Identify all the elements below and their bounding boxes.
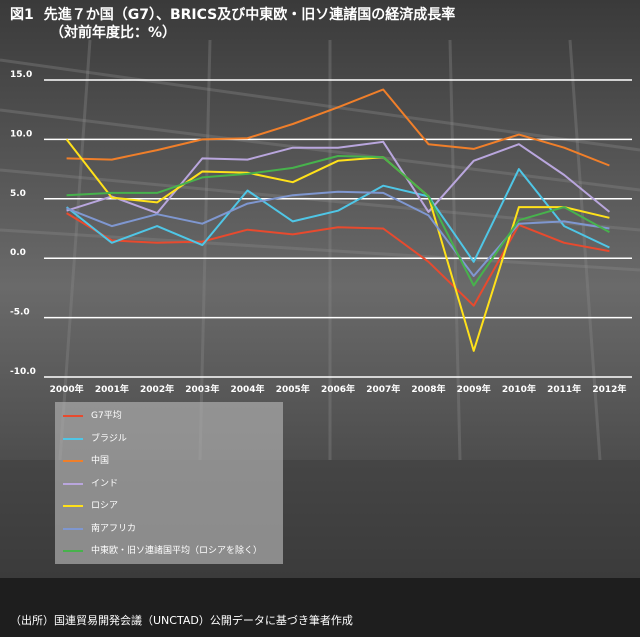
title-text: 先進７か国（G7）、BRICS及び中東欧・旧ソ連諸国の経済成長率 — [43, 7, 456, 23]
legend-item: 中東欧・旧ソ連諸国平均（ロシアを除く） — [55, 541, 283, 561]
legend-swatch — [63, 437, 83, 440]
series-line-6 — [66, 155, 610, 287]
series-line-1 — [65, 168, 610, 263]
legend-swatch — [63, 415, 83, 417]
y-tick-label: 10.0 — [10, 129, 32, 139]
legend-label: 南アフリカ — [91, 523, 137, 534]
y-tick-label: -10.0 — [10, 367, 36, 377]
legend: G7平均ブラジル中国インドロシア南アフリカ中東欧・旧ソ連諸国平均（ロシアを除く） — [55, 402, 283, 564]
series-line-0 — [66, 212, 610, 307]
y-tick-label: 15.0 — [10, 70, 32, 80]
legend-item: 中国 — [55, 451, 283, 471]
figure-number: 図1 — [10, 7, 34, 23]
x-tick-label: 2011年 — [547, 383, 581, 395]
x-axis-ticks: 2000年 2001年 2002年 2003年 2004年 2005年 2006年 2007年… — [50, 383, 627, 395]
x-tick-label: 2002年 — [140, 383, 174, 395]
legend-label: 中東欧・旧ソ連諸国平均（ロシアを除く） — [91, 546, 263, 556]
series-line-2 — [66, 88, 610, 167]
x-tick-label: 2003年 — [185, 383, 219, 395]
x-tick-label: 2005年 — [276, 383, 310, 395]
legend-swatch — [63, 460, 83, 462]
x-tick-label: 2006年 — [321, 383, 355, 395]
legend-swatch — [63, 482, 83, 485]
y-tick-label: -5.0 — [10, 308, 30, 318]
series-lines — [65, 88, 611, 352]
x-tick-label: 2007年 — [366, 383, 400, 395]
x-tick-label: 2000年 — [50, 383, 84, 395]
legend-label: インド — [91, 478, 119, 489]
source-note: （出所）国連貿易開発会議（UNCTAD）公開データに基づき筆者作成 — [10, 614, 353, 627]
legend-item: ロシア — [55, 496, 283, 516]
legend-swatch — [63, 505, 83, 507]
x-tick-label: 2004年 — [231, 383, 265, 395]
series-line-5 — [66, 190, 610, 277]
legend-swatch — [63, 527, 83, 530]
series-line-3 — [66, 140, 611, 215]
legend-label: ロシア — [91, 501, 119, 511]
y-tick-label: 0.0 — [10, 248, 26, 258]
x-tick-label: 2009年 — [457, 383, 491, 395]
legend-label: ブラジル — [91, 433, 127, 444]
chart-subtitle: （対前年度比：%） — [50, 25, 177, 41]
series-line-4 — [65, 138, 610, 352]
gridlines — [44, 79, 632, 378]
x-tick-label: 2008年 — [411, 383, 445, 395]
chart-title: 図1 先進７か国（G7）、BRICS及び中東欧・旧ソ連諸国の経済成長率 （対前年度… — [10, 6, 630, 42]
x-tick-label: 2012年 — [592, 383, 626, 395]
legend-item: 南アフリカ — [55, 519, 283, 539]
legend-label: 中国 — [91, 456, 110, 466]
legend-item: インド — [55, 474, 283, 494]
y-tick-label: 5.0 — [10, 189, 26, 199]
x-tick-label: 2001年 — [95, 383, 129, 395]
legend-item: ブラジル — [55, 429, 283, 449]
legend-label: G7平均 — [91, 411, 122, 421]
y-axis-ticks: 15.0 10.0 5.0 0.0 -5.0 -10.0 — [10, 70, 36, 377]
x-tick-label: 2010年 — [502, 383, 536, 395]
legend-swatch — [63, 550, 83, 552]
legend-item: G7平均 — [55, 406, 283, 426]
